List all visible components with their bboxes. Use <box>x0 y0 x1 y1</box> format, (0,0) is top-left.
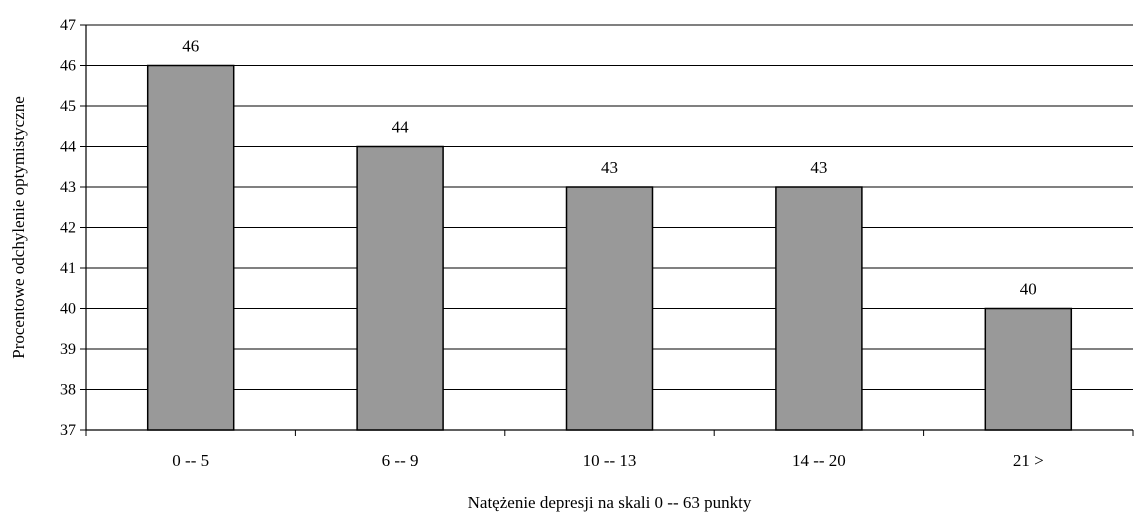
x-tick-label: 21 > <box>1013 451 1044 470</box>
bars <box>146 64 1073 431</box>
y-tick-label: 40 <box>60 301 76 318</box>
bar <box>565 186 654 431</box>
x-tick-label: 10 -- 13 <box>583 451 637 470</box>
bar <box>984 307 1073 431</box>
data-label: 46 <box>182 37 199 56</box>
y-tick-label: 39 <box>60 341 76 358</box>
bar <box>356 145 444 431</box>
y-tick-label: 38 <box>60 382 76 399</box>
y-tick-label: 44 <box>60 139 76 156</box>
data-label: 43 <box>810 158 827 177</box>
y-tick-label: 42 <box>60 220 76 237</box>
x-axis-title: Natężenie depresji na skali 0 -- 63 punk… <box>468 493 752 512</box>
data-label: 40 <box>1020 280 1037 299</box>
x-tick-label: 14 -- 20 <box>792 451 846 470</box>
y-tick-label: 43 <box>60 179 76 196</box>
data-label: 44 <box>392 118 410 137</box>
x-tick-label: 0 -- 5 <box>172 451 209 470</box>
y-axis-title: Procentowe odchylenie optymistyczne <box>9 96 28 358</box>
x-tick-label: 6 -- 9 <box>382 451 419 470</box>
y-tick-label: 45 <box>60 98 76 115</box>
y-tick-label: 47 <box>60 17 76 34</box>
y-tick-label: 41 <box>60 260 76 277</box>
bar <box>775 186 863 431</box>
data-labels: 46 44 43 43 40 <box>182 37 1037 299</box>
y-tick-label: 46 <box>60 58 76 75</box>
data-label: 43 <box>601 158 618 177</box>
bar <box>146 64 235 431</box>
y-tick-label: 37 <box>60 422 76 439</box>
